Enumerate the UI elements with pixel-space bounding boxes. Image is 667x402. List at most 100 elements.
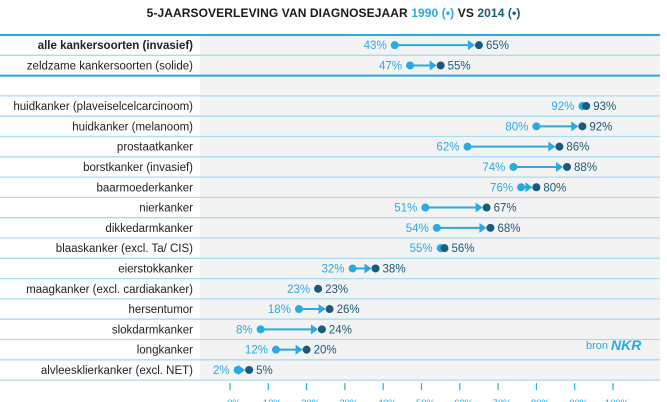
row-label: eierstokkanker: [118, 263, 193, 275]
x-tick-label: 60%: [454, 398, 474, 402]
value-label-1990: 43%: [364, 40, 387, 52]
value-label-2014: 23%: [325, 284, 348, 296]
value-label-1990: 18%: [268, 304, 291, 316]
point-1990: [517, 183, 526, 192]
chart-rows: alle kankersoorten (invasief) 43% 65% zeldz…: [13, 40, 616, 377]
chart-row: nierkanker 51% 67%: [139, 202, 517, 215]
row-label: nierkanker: [139, 203, 193, 215]
chart-row: alle kankersoorten (invasief) 43% 65%: [38, 40, 509, 52]
value-label-1990: 92%: [551, 101, 574, 113]
title-prefix: 5-JAARSOVERLEVING VAN DIAGNOSEJAAR: [146, 6, 408, 20]
value-label-1990: 62%: [436, 142, 459, 154]
value-label-1990: 51%: [394, 203, 417, 215]
chart-row: eierstokkanker 32% 38%: [118, 263, 406, 275]
point-1990: [509, 162, 518, 171]
change-arrow-head: [467, 40, 475, 51]
row-label: hersentumor: [128, 304, 193, 316]
point-1990: [406, 61, 415, 70]
row-label: slokdarmkanker: [112, 324, 193, 336]
change-arrow-head: [318, 304, 326, 315]
chart-row: alvleesklierkanker (excl. NET) 2% 5%: [41, 364, 273, 377]
value-label-2014: 20%: [314, 345, 337, 357]
value-label-2014: 26%: [337, 304, 360, 316]
point-1990: [348, 264, 357, 273]
x-tick-label: 80%: [531, 398, 551, 402]
x-tick-label: 90%: [569, 398, 589, 402]
point-1990: [294, 305, 303, 314]
value-label-2014: 80%: [543, 182, 566, 194]
x-tick-label: 30%: [339, 398, 359, 402]
value-label-1990: 32%: [322, 263, 345, 275]
point-1990: [421, 203, 430, 212]
point-1990: [256, 325, 265, 334]
x-tick-label: 70%: [493, 398, 513, 402]
change-arrow-head: [429, 60, 437, 71]
point-2014: [245, 365, 254, 374]
point-1990: [432, 223, 441, 232]
x-tick-label: 20%: [301, 398, 321, 402]
value-label-2014: 68%: [497, 223, 520, 235]
point-1990: [233, 365, 242, 374]
point-2014: [474, 41, 483, 50]
chart-row: zeldzame kankersoorten (solide) 47% 55%: [27, 60, 471, 72]
point-2014: [532, 183, 541, 192]
change-arrow-head: [525, 182, 533, 193]
title-vs: VS: [457, 6, 474, 20]
value-label-2014: 86%: [566, 142, 589, 154]
source-credit: bron NKR: [586, 337, 642, 353]
chart-row: slokdarmkanker 8% 24%: [112, 324, 352, 336]
chart-row: hersentumor 18% 26%: [128, 304, 360, 316]
value-label-2014: 88%: [574, 162, 597, 174]
point-2014: [582, 102, 591, 111]
change-arrow-head: [295, 344, 303, 355]
change-arrow-head: [571, 121, 579, 132]
value-label-2014: 24%: [329, 324, 352, 336]
change-arrow-head: [548, 141, 556, 152]
point-2014: [578, 122, 587, 131]
row-label: blaaskanker (excl. Ta/ CIS): [56, 243, 193, 255]
chart-title: 5-JAARSOVERLEVING VAN DIAGNOSEJAAR 1990 …: [0, 6, 667, 20]
value-label-2014: 93%: [593, 101, 616, 113]
chart-row: huidkanker (plaveiselcelcarcinoom) 92% 93%: [13, 101, 616, 113]
value-label-2014: 56%: [451, 243, 474, 255]
row-label: huidkanker (melanoom): [72, 121, 193, 133]
change-arrow-head: [364, 263, 372, 274]
row-label: baarmoederkanker: [96, 182, 193, 194]
chart-row: dikkedarmkanker 54% 68%: [105, 222, 520, 235]
point-2014: [371, 264, 380, 273]
change-arrow-head: [310, 324, 318, 335]
value-label-1990: 55%: [410, 243, 433, 255]
chart-row: longkanker 12% 20%: [137, 344, 337, 357]
row-label: maagkanker (excl. cardiakanker): [26, 284, 193, 296]
chart-row: huidkanker (melanoom) 80% 92%: [72, 121, 612, 133]
point-2014: [436, 61, 445, 70]
row-label: zeldzame kankersoorten (solide): [27, 60, 193, 72]
x-tick-label: 0%: [227, 398, 241, 402]
x-tick-label: 100%: [605, 398, 630, 402]
chart-row: blaaskanker (excl. Ta/ CIS) 55% 56%: [56, 243, 475, 255]
point-1990: [532, 122, 541, 131]
chart-row: borstkanker (invasief) 74% 88%: [83, 161, 597, 174]
title-marker-2014: (•): [507, 6, 521, 20]
row-label: huidkanker (plaveiselcelcarcinoom): [13, 101, 193, 113]
value-label-1990: 80%: [505, 121, 528, 133]
row-label: dikkedarmkanker: [105, 223, 193, 235]
value-label-2014: 65%: [486, 40, 509, 52]
title-year-2014: 2014: [477, 6, 505, 20]
point-2014: [317, 325, 326, 334]
value-label-1990: 12%: [245, 345, 268, 357]
value-label-2014: 5%: [256, 365, 273, 377]
row-separators: [0, 34, 660, 381]
point-2014: [486, 223, 495, 232]
value-label-1990: 76%: [490, 182, 513, 194]
x-tick-label: 50%: [416, 398, 436, 402]
value-label-1990: 23%: [287, 284, 310, 296]
value-label-1990: 47%: [379, 60, 402, 72]
point-1990: [390, 41, 399, 50]
x-tick-label: 40%: [378, 398, 398, 402]
row-label: longkanker: [137, 345, 193, 357]
source-prefix: bron: [586, 340, 608, 352]
point-2014: [314, 284, 323, 293]
change-arrow-head: [556, 161, 564, 172]
value-label-1990: 2%: [213, 365, 230, 377]
